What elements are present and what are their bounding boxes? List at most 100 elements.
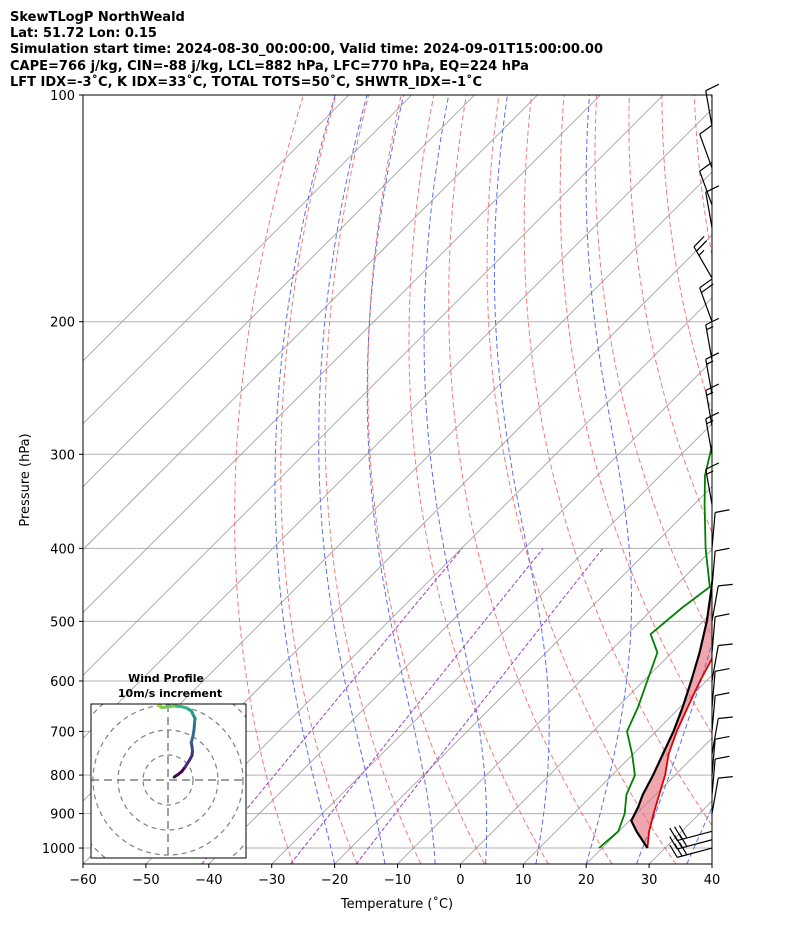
x-tick-label: 0 bbox=[456, 873, 464, 888]
wind-barb bbox=[705, 83, 720, 127]
isotherm-line bbox=[208, 360, 712, 864]
mixing-ratio-line bbox=[290, 548, 544, 864]
moist-adiabat bbox=[274, 95, 336, 864]
x-axis-label: Temperature (˚C) bbox=[340, 896, 453, 912]
isotherm-line bbox=[523, 674, 712, 864]
chart-title: SkewTLogP NorthWeald bbox=[10, 10, 185, 25]
barb-flag bbox=[715, 735, 730, 740]
y-tick-label: 700 bbox=[50, 725, 75, 740]
parcel-profile bbox=[630, 575, 712, 849]
x-tick-label: −30 bbox=[258, 873, 285, 888]
isotherm-line bbox=[83, 95, 664, 676]
y-tick-label: 200 bbox=[50, 316, 75, 331]
moist-adiabat bbox=[318, 95, 386, 864]
moist-adiabat bbox=[636, 95, 712, 864]
barb-staff bbox=[677, 839, 713, 850]
barb-flag bbox=[705, 185, 720, 193]
isotherm-line bbox=[711, 863, 712, 864]
y-tick-label: 500 bbox=[50, 615, 75, 630]
moist-adiabat bbox=[366, 95, 436, 864]
wind-barb bbox=[693, 235, 713, 279]
barb-flag bbox=[669, 836, 678, 850]
y-tick-label: 600 bbox=[50, 675, 75, 690]
barb-staff bbox=[711, 695, 716, 732]
barb-staff bbox=[705, 324, 713, 361]
cin-area bbox=[631, 584, 712, 848]
temperature-profile bbox=[646, 656, 712, 849]
wind-barb bbox=[711, 509, 730, 549]
barb-staff bbox=[711, 718, 719, 755]
dry-adiabat bbox=[628, 95, 712, 534]
barb-staff bbox=[711, 758, 716, 795]
dry-adiabat bbox=[367, 95, 485, 864]
barb-flag bbox=[678, 825, 688, 839]
barb-flag bbox=[718, 643, 733, 647]
wind-barb bbox=[711, 776, 733, 814]
dry-adiabat bbox=[594, 95, 712, 639]
dry-adiabat bbox=[693, 95, 712, 258]
isotherm-line bbox=[83, 95, 350, 362]
barb-flag bbox=[674, 826, 683, 840]
isotherm-line bbox=[397, 548, 712, 864]
x-tick-label: −50 bbox=[132, 873, 159, 888]
barb-staff bbox=[677, 847, 713, 858]
wind-barb bbox=[711, 613, 730, 653]
barb-flag bbox=[669, 844, 678, 858]
barb-staff bbox=[705, 359, 713, 395]
barb-staff bbox=[705, 90, 713, 127]
barb-flag bbox=[699, 278, 712, 289]
barb-flag bbox=[705, 383, 720, 391]
barb-staff bbox=[711, 671, 716, 708]
wind-barb bbox=[705, 352, 720, 395]
barb-half-flag bbox=[706, 360, 714, 365]
isotherm-line bbox=[83, 108, 712, 739]
wind-barb bbox=[699, 125, 713, 169]
x-tick-label: 10 bbox=[515, 873, 532, 888]
y-tick-label: 300 bbox=[50, 448, 75, 463]
wind-barbs bbox=[669, 83, 733, 858]
moist-adiabat bbox=[585, 95, 632, 864]
dry-adiabat bbox=[280, 95, 358, 864]
wind-barb bbox=[711, 643, 733, 682]
barb-staff bbox=[711, 585, 719, 622]
dry-adiabat bbox=[234, 95, 304, 864]
x-tick-label: 20 bbox=[578, 873, 595, 888]
isotherm-line bbox=[460, 611, 712, 864]
time-line: Simulation start time: 2024-08-30_00:00:… bbox=[10, 42, 603, 57]
y-tick-label: 1000 bbox=[42, 842, 75, 857]
isobars-isotherms bbox=[83, 95, 712, 864]
x-tick-label: −20 bbox=[321, 873, 348, 888]
barb-flag bbox=[705, 411, 720, 420]
mixing-ratio-line bbox=[201, 548, 463, 864]
barb-staff bbox=[705, 418, 713, 455]
adiabat-lines bbox=[201, 95, 794, 864]
sounding-profiles bbox=[598, 435, 712, 849]
dry-adiabat bbox=[727, 95, 794, 864]
wind-barb bbox=[705, 462, 720, 505]
barb-staff bbox=[711, 512, 716, 549]
y-tick-label: 100 bbox=[50, 89, 75, 104]
x-tick-label: −60 bbox=[69, 873, 96, 888]
barb-staff bbox=[711, 550, 716, 587]
x-tick-label: −40 bbox=[195, 873, 222, 888]
barb-staff bbox=[699, 133, 713, 169]
barb-half-flag bbox=[706, 325, 714, 331]
y-tick-label: 400 bbox=[50, 542, 75, 557]
barb-staff bbox=[711, 645, 719, 682]
barb-flag bbox=[718, 776, 733, 779]
wind-barb bbox=[699, 162, 713, 206]
barb-flag bbox=[701, 283, 714, 294]
barb-staff bbox=[711, 778, 719, 814]
barb-flag bbox=[705, 83, 720, 92]
barb-half-flag bbox=[706, 420, 714, 425]
barb-flag bbox=[715, 692, 730, 697]
isotherm-line bbox=[83, 95, 412, 425]
wind-barb bbox=[705, 411, 720, 455]
y-tick-label: 800 bbox=[50, 769, 75, 784]
barb-flag bbox=[705, 352, 720, 360]
hodograph-ring bbox=[142, 754, 194, 806]
mixing-ratio-line bbox=[355, 548, 604, 864]
cape-cin-fills bbox=[631, 584, 712, 848]
barb-flag bbox=[693, 235, 705, 248]
